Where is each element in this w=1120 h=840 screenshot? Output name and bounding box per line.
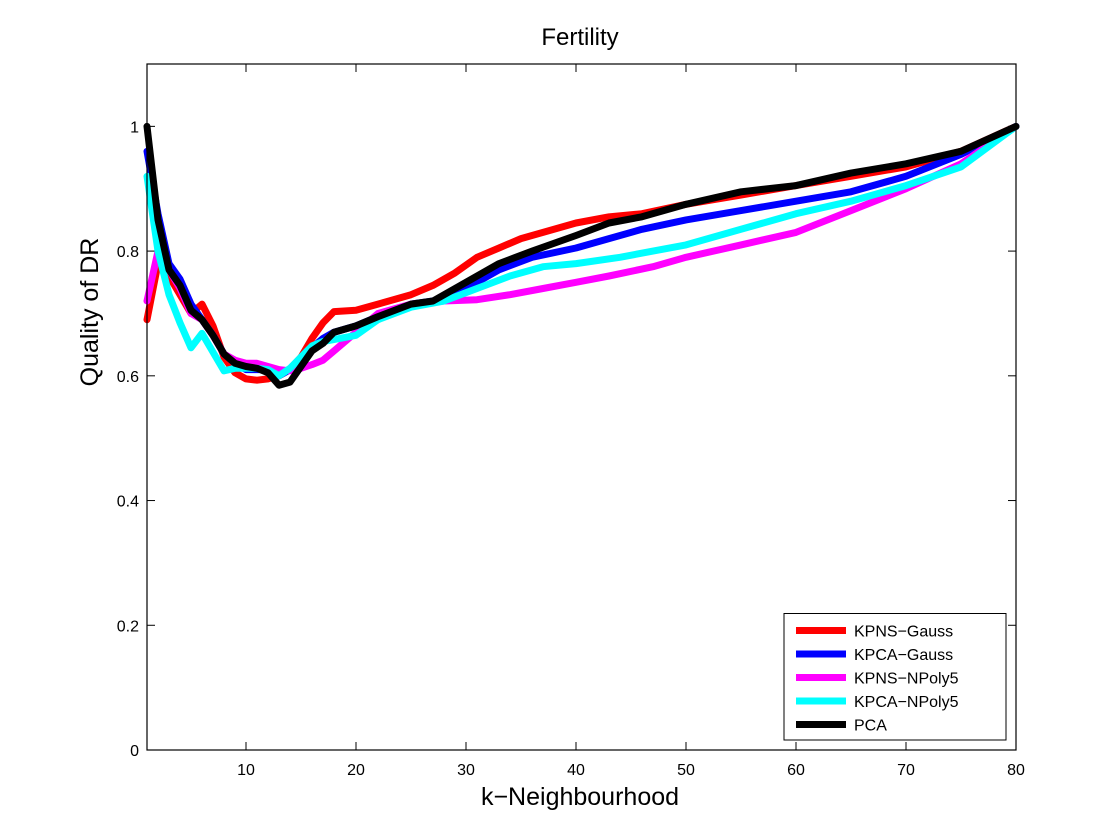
x-tick-label: 50 [677, 762, 695, 779]
y-tick-label: 0.4 [117, 494, 139, 511]
legend: KPNS−Gauss KPCA−Gauss KPNS−NPoly5 KPCA−NPol… [783, 613, 1007, 741]
x-tick-label: 10 [237, 762, 255, 779]
y-tick-label: 0.8 [117, 244, 139, 261]
legend-label: KPCA−NPoly5 [854, 694, 959, 711]
legend-label: KPNS−Gauss [854, 624, 953, 641]
x-tick-label: 70 [897, 762, 915, 779]
chart-title: Fertility [541, 24, 618, 51]
y-tick-label: 0 [130, 743, 139, 760]
legend-label: PCA [854, 718, 887, 735]
x-tick-label: 60 [787, 762, 805, 779]
y-tick-label: 0.6 [117, 369, 139, 386]
axes-frame [146, 63, 1017, 751]
series-line-pca [143, 122, 1020, 389]
x-tick-label: 20 [347, 762, 365, 779]
x-axis-label: k−Neighbourhood [481, 783, 679, 811]
series-line-kpca-npoly5 [143, 122, 1020, 380]
legend-label: KPCA−Gauss [854, 647, 953, 664]
x-tick-label: 30 [457, 762, 475, 779]
x-tick-label: 80 [1007, 762, 1025, 779]
y-tick-label: 1 [130, 119, 139, 136]
plot-area: 10 20 30 40 50 60 70 80 0 0.2 0.4 0.6 0.8 1 [117, 63, 1025, 779]
x-tick-label: 40 [567, 762, 585, 779]
y-axis-label: Quality of DR [76, 238, 104, 387]
y-tick-label: 0.2 [117, 618, 139, 635]
legend-label: KPNS−NPoly5 [854, 671, 959, 688]
